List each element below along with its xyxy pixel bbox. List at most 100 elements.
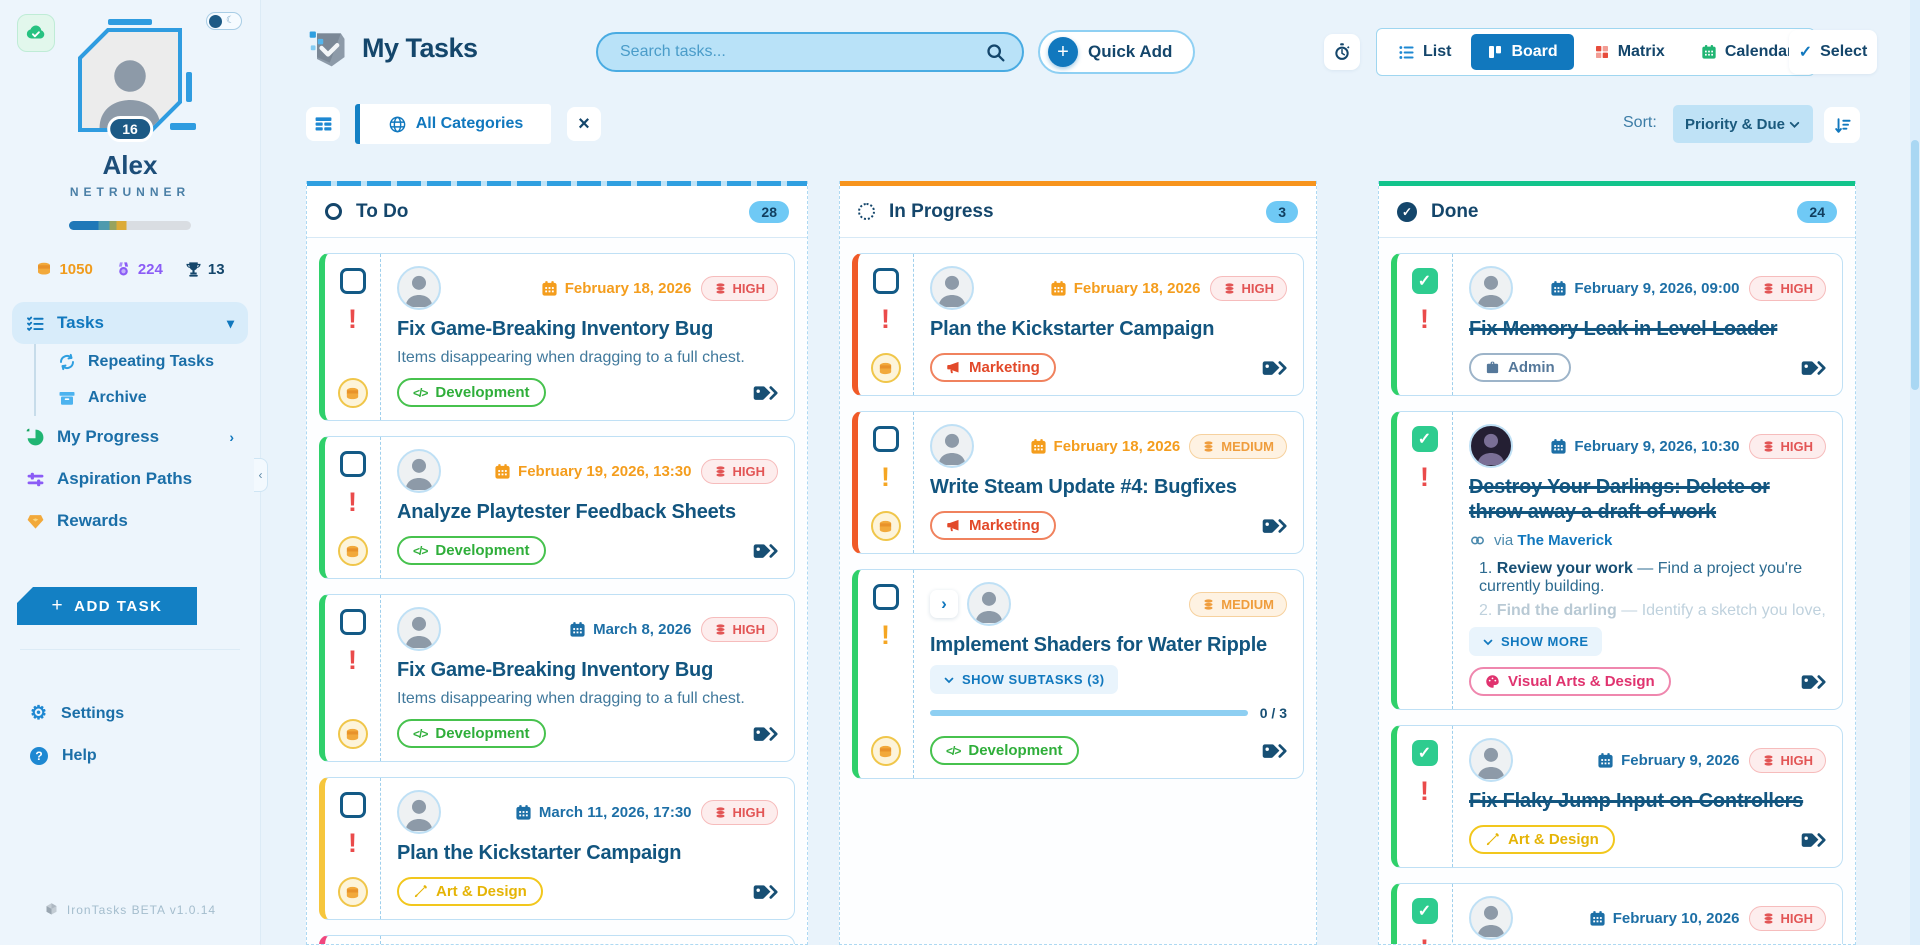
task-card[interactable]: ✓ ! February 9, 2026, 09:00 HIGH Fix Mem… bbox=[1391, 253, 1843, 396]
task-checkbox[interactable] bbox=[872, 268, 899, 294]
task-card[interactable]: ✓ ! February 9, 2026, 10:30 HIGH Destroy… bbox=[1391, 411, 1843, 710]
tags-button[interactable] bbox=[751, 382, 778, 404]
category-chip[interactable]: Art & Design bbox=[397, 877, 543, 906]
category-chip[interactable]: </> Development bbox=[397, 536, 546, 565]
task-checkbox[interactable] bbox=[339, 451, 366, 477]
task-checkbox[interactable] bbox=[339, 792, 366, 818]
avatar-photo bbox=[82, 32, 178, 128]
timer-button[interactable] bbox=[1324, 34, 1360, 70]
task-checkbox[interactable] bbox=[339, 268, 366, 294]
sidebar-item-my-progress[interactable]: My Progress › bbox=[12, 416, 248, 458]
category-chip[interactable]: </> Development bbox=[397, 719, 546, 748]
show-subtasks-button[interactable]: SHOW SUBTASKS (3) bbox=[930, 665, 1118, 694]
category-chip[interactable]: Art & Design bbox=[1469, 825, 1615, 854]
select-button[interactable]: ✓ Select bbox=[1789, 30, 1877, 74]
task-checkbox[interactable] bbox=[872, 426, 899, 452]
plus-icon: + bbox=[1048, 37, 1078, 67]
category-filter-chip[interactable]: All Categories bbox=[355, 104, 551, 144]
card-list[interactable]: ! February 18, 2026 HIGH Plan the Kickst… bbox=[840, 238, 1316, 794]
task-card[interactable]: ! February 18, 2026 HIGH Plan the Kickst… bbox=[852, 253, 1304, 396]
category-chip[interactable]: Admin bbox=[1469, 353, 1571, 382]
settings-label: Settings bbox=[61, 704, 125, 722]
task-card[interactable]: ! March 13, 2026 HIGH bbox=[319, 935, 795, 944]
sidebar-item-rewards[interactable]: Rewards bbox=[12, 500, 248, 542]
column-accent-bar bbox=[307, 181, 807, 186]
task-card[interactable]: ✓ ! February 9, 2026 HIGH Fix Flaky Jump… bbox=[1391, 725, 1843, 868]
scrollbar-track[interactable] bbox=[1910, 0, 1920, 945]
briefcase-icon bbox=[1486, 361, 1499, 374]
sort-direction-button[interactable] bbox=[1824, 107, 1860, 143]
card-header: February 9, 2026, 09:00 HIGH bbox=[1469, 266, 1826, 310]
add-task-button[interactable]: + ADD TASK bbox=[17, 587, 197, 625]
task-card[interactable]: ! February 18, 2026 HIGH Fix Game-Breaki… bbox=[319, 253, 795, 421]
view-matrix-button[interactable]: Matrix bbox=[1577, 34, 1681, 70]
task-checkbox[interactable]: ✓ bbox=[1411, 898, 1438, 924]
profile-role: NETRUNNER bbox=[69, 185, 191, 199]
category-chip[interactable]: </> Development bbox=[397, 378, 546, 407]
expand-card-button[interactable]: › bbox=[930, 590, 958, 618]
scrollbar-thumb[interactable] bbox=[1911, 140, 1919, 390]
sidebar-item-tasks[interactable]: Tasks ▾ bbox=[12, 302, 248, 344]
search-bar[interactable] bbox=[596, 32, 1024, 72]
task-card[interactable]: ! › MEDIUM Implement Shaders for Water R… bbox=[852, 569, 1304, 779]
card-list[interactable]: ! February 18, 2026 HIGH Fix Game-Breaki… bbox=[307, 238, 807, 944]
card-rail: ✓ ! bbox=[1397, 254, 1453, 395]
source-link[interactable]: The Maverick bbox=[1517, 532, 1613, 549]
view-list-button[interactable]: List bbox=[1382, 34, 1468, 70]
column-in-progress: In Progress 3 ! February 18, 2026 HIGH P… bbox=[839, 181, 1317, 945]
task-checkbox[interactable] bbox=[339, 609, 366, 635]
stats-row: 1050 224 13 bbox=[0, 260, 260, 278]
help-link[interactable]: ? Help bbox=[30, 747, 124, 765]
category-chip[interactable]: Marketing bbox=[930, 511, 1056, 540]
task-checkbox[interactable]: ✓ bbox=[1411, 268, 1438, 294]
settings-link[interactable]: ⚙ Settings bbox=[30, 702, 124, 725]
tags-button[interactable] bbox=[751, 540, 778, 562]
tags-button[interactable] bbox=[1260, 357, 1287, 379]
quick-add-button[interactable]: + Quick Add bbox=[1038, 30, 1195, 74]
task-checkbox[interactable] bbox=[872, 584, 899, 610]
task-checkbox[interactable]: ✓ bbox=[1411, 426, 1438, 452]
show-more-button[interactable]: SHOW MORE bbox=[1469, 627, 1602, 656]
card-footer: Art & Design bbox=[397, 873, 778, 906]
sidebar-item-aspiration-paths[interactable]: Aspiration Paths bbox=[12, 458, 248, 500]
app-version: IronTasks BETA v1.0.14 bbox=[0, 902, 260, 917]
tags-icon bbox=[1262, 518, 1287, 533]
palette-icon bbox=[1486, 675, 1499, 688]
column-title: To Do bbox=[356, 200, 409, 222]
category-chip[interactable]: </> Development bbox=[930, 736, 1079, 765]
task-card[interactable]: ! March 11, 2026, 17:30 HIGH Plan the Ki… bbox=[319, 777, 795, 920]
repeat-icon bbox=[60, 353, 74, 371]
tags-button[interactable] bbox=[1799, 671, 1826, 693]
tags-button[interactable] bbox=[751, 723, 778, 745]
task-card[interactable]: ✓ ! February 10, 2026 HIGH Optimize Draw… bbox=[1391, 883, 1843, 944]
tags-button[interactable] bbox=[1799, 829, 1826, 851]
task-card[interactable]: ! March 8, 2026 HIGH Fix Game-Breaking I… bbox=[319, 594, 795, 762]
search-icon[interactable] bbox=[985, 42, 1006, 63]
tags-button[interactable] bbox=[1799, 357, 1826, 379]
clear-filter-button[interactable]: × bbox=[567, 107, 601, 141]
sidebar-collapse-handle[interactable]: ‹ bbox=[254, 458, 268, 492]
profile-avatar[interactable]: 16 bbox=[78, 19, 196, 142]
sort-dropdown[interactable]: Priority & Due bbox=[1673, 105, 1813, 143]
category-chip[interactable]: Marketing bbox=[930, 353, 1056, 382]
task-card[interactable]: ! February 18, 2026 MEDIUM Write Steam U… bbox=[852, 411, 1304, 554]
card-list[interactable]: ✓ ! February 9, 2026, 09:00 HIGH Fix Mem… bbox=[1379, 238, 1855, 944]
sync-status-icon[interactable] bbox=[17, 14, 55, 52]
sidebar-item-archive[interactable]: Archive bbox=[44, 380, 248, 416]
column-title: In Progress bbox=[889, 200, 994, 222]
card-footer: Admin bbox=[1469, 349, 1826, 382]
view-calendar-button[interactable]: Calendar bbox=[1684, 34, 1810, 70]
task-card[interactable]: ! February 19, 2026, 13:30 HIGH Analyze … bbox=[319, 436, 795, 579]
tags-button[interactable] bbox=[1260, 515, 1287, 537]
view-board-button[interactable]: Board bbox=[1471, 34, 1574, 70]
sidebar-item-repeating-tasks[interactable]: Repeating Tasks bbox=[44, 344, 248, 380]
card-rail: ! bbox=[858, 412, 914, 553]
tags-button[interactable] bbox=[751, 881, 778, 903]
theme-toggle[interactable]: ☾ bbox=[206, 12, 242, 30]
search-input[interactable] bbox=[620, 43, 985, 61]
code-icon: </> bbox=[946, 743, 961, 758]
table-view-button[interactable] bbox=[306, 107, 340, 141]
category-chip[interactable]: Visual Arts & Design bbox=[1469, 667, 1671, 696]
tags-button[interactable] bbox=[1260, 740, 1287, 762]
task-checkbox[interactable]: ✓ bbox=[1411, 740, 1438, 766]
